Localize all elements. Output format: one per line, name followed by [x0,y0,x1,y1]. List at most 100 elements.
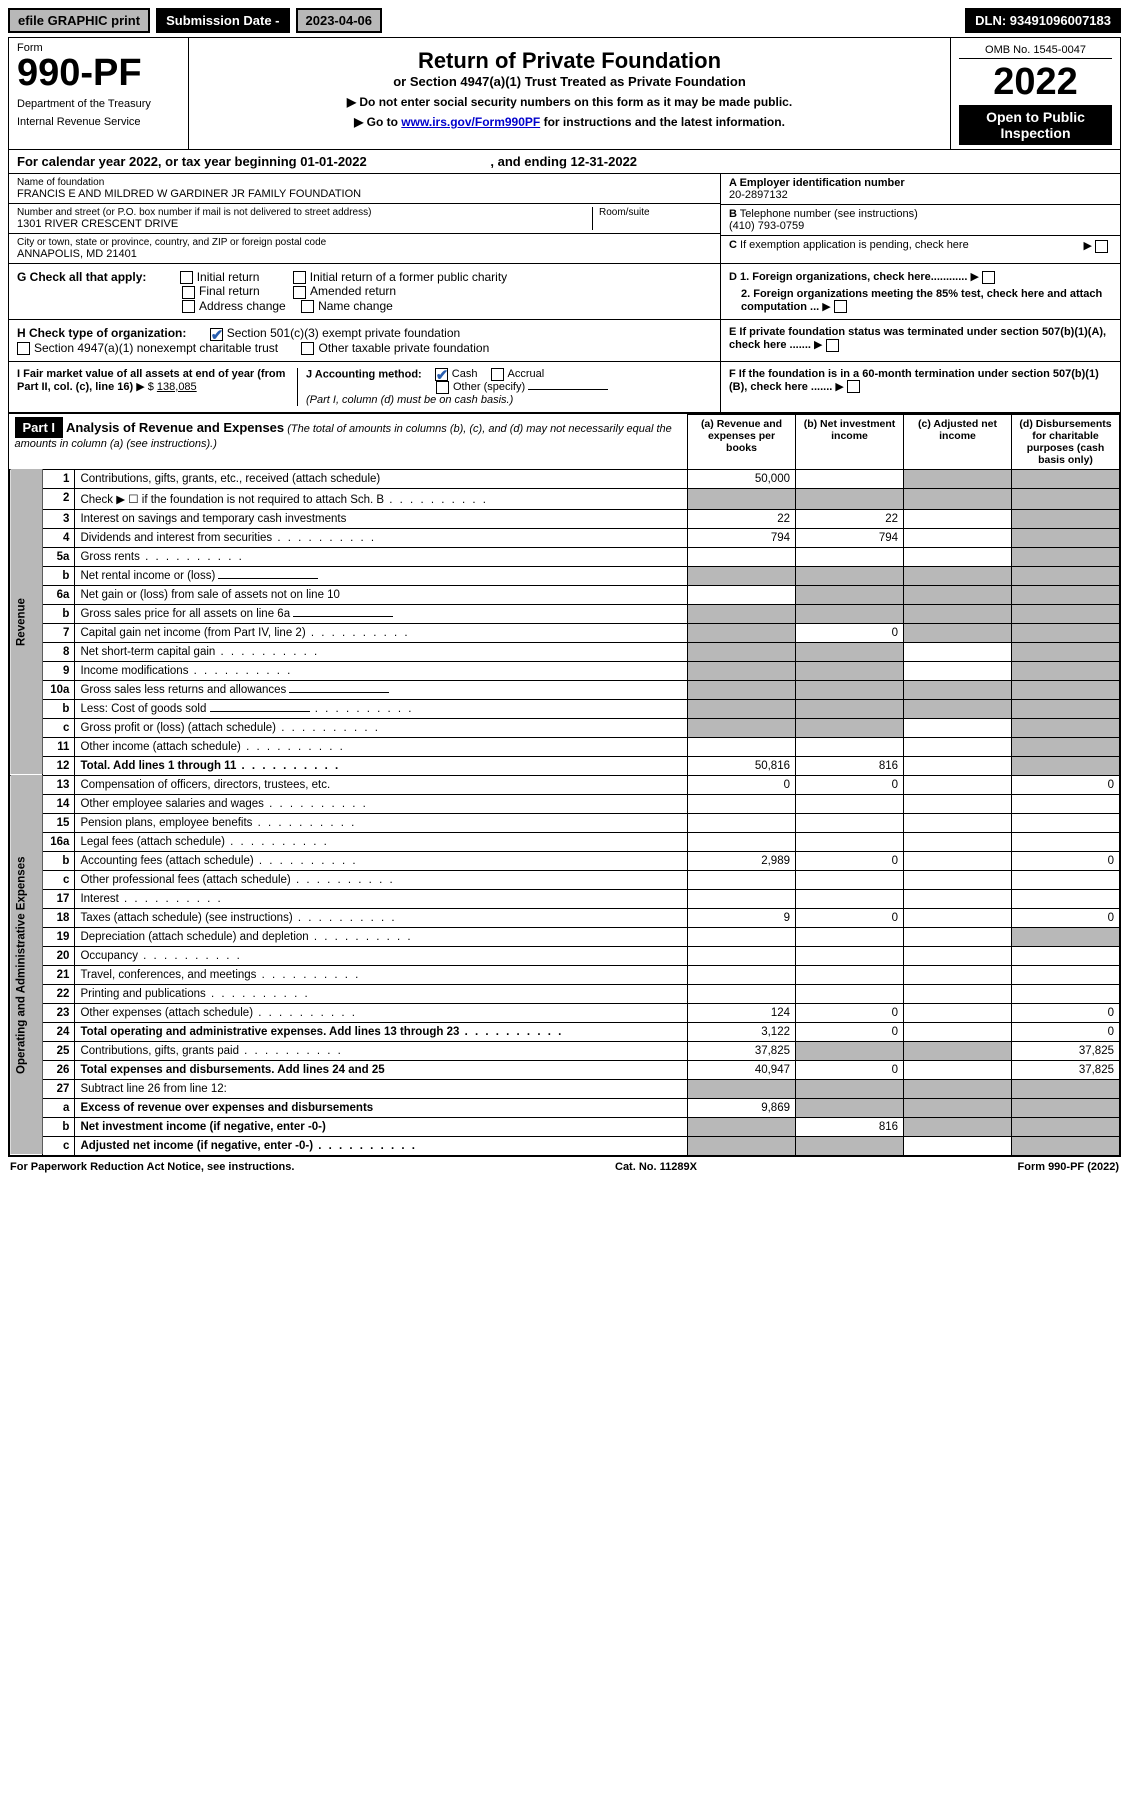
j-other-chk[interactable] [436,381,449,394]
phone-b: B [729,208,737,220]
g-address-chk[interactable] [182,300,195,313]
j-cash-chk[interactable] [435,368,448,381]
cell-value [904,661,1012,680]
table-row: 2Check ▶ ☐ if the foundation is not requ… [10,488,1120,509]
cell-value [1012,946,1120,965]
table-row: bLess: Cost of goods sold [10,699,1120,718]
h-e-row: H Check type of organization: Section 50… [9,320,1120,362]
line-description: Dividends and interest from securities [75,528,688,547]
j-accrual: Accrual [508,368,545,380]
expenses-side-label: Operating and Administrative Expenses [10,775,43,1155]
h-other-chk[interactable] [301,342,314,355]
cell-value [796,718,904,737]
cell-value [688,946,796,965]
dept-treasury: Department of the Treasury [17,98,180,110]
line-number: c [43,1136,75,1155]
cell-value [904,965,1012,984]
e-section: E If private foundation status was termi… [720,320,1120,361]
table-row: bGross sales price for all assets on lin… [10,604,1120,623]
cell-value [904,585,1012,604]
cell-value [796,585,904,604]
i-j-section: I Fair market value of all assets at end… [9,362,720,412]
header-right: OMB No. 1545-0047 2022 Open to Public In… [950,38,1120,149]
line-number: 7 [43,623,75,642]
d1-text: D 1. Foreign organizations, check here..… [729,271,967,283]
table-row: 11Other income (attach schedule) [10,737,1120,756]
g-name-chk[interactable] [301,300,314,313]
table-row: cGross profit or (loss) (attach schedule… [10,718,1120,737]
top-bar: efile GRAPHIC print Submission Date - 20… [8,8,1121,33]
g-initial-former-chk[interactable] [293,271,306,284]
line-number: 20 [43,946,75,965]
cell-value [904,1079,1012,1098]
g-label: G Check all that apply: [17,270,146,284]
g-address: Address change [199,299,286,313]
cell-value [688,488,796,509]
ein-row: A Employer identification number 20-2897… [721,174,1120,205]
cell-value [904,509,1012,528]
line-description: Compensation of officers, directors, tru… [75,775,688,794]
form-number: 990-PF [17,54,180,92]
table-row: aExcess of revenue over expenses and dis… [10,1098,1120,1117]
city-label: City or town, state or province, country… [17,237,712,248]
f-checkbox[interactable] [847,380,860,393]
i-j-f-row: I Fair market value of all assets at end… [9,362,1120,414]
h-501c3-chk[interactable] [210,328,223,341]
table-row: 8Net short-term capital gain [10,642,1120,661]
cell-value [1012,566,1120,585]
d1-checkbox[interactable] [982,271,995,284]
cell-value [688,661,796,680]
cell-value [904,1041,1012,1060]
cell-value [796,927,904,946]
cell-value [1012,984,1120,1003]
cell-value [904,889,1012,908]
table-row: 17Interest [10,889,1120,908]
calendar-year-row: For calendar year 2022, or tax year begi… [9,150,1120,174]
g-initial-return-chk[interactable] [180,271,193,284]
cell-value [904,1060,1012,1079]
instr-goto: ▶ Go to www.irs.gov/Form990PF for instru… [197,115,942,129]
open-to-public: Open to Public Inspection [959,105,1112,145]
j-accrual-chk[interactable] [491,368,504,381]
name-row: Name of foundation FRANCIS E AND MILDRED… [9,174,720,204]
c-checkbox[interactable] [1095,240,1108,253]
line-description: Legal fees (attach schedule) [75,832,688,851]
cell-value [796,946,904,965]
cell-value [1012,680,1120,699]
cell-value [904,946,1012,965]
cell-value [1012,642,1120,661]
cell-value [904,1098,1012,1117]
cell-value [904,832,1012,851]
cell-value [688,965,796,984]
cell-value [796,832,904,851]
header-mid: Return of Private Foundation or Section … [189,38,950,149]
table-row: 6aNet gain or (loss) from sale of assets… [10,585,1120,604]
h-4947-chk[interactable] [17,342,30,355]
d2-checkbox[interactable] [834,300,847,313]
cell-value: 37,825 [688,1041,796,1060]
table-row: 3Interest on savings and temporary cash … [10,509,1120,528]
i-section: I Fair market value of all assets at end… [17,368,297,406]
cell-value [904,469,1012,488]
line-description: Interest [75,889,688,908]
e-checkbox[interactable] [826,339,839,352]
cell-value [796,870,904,889]
cell-value [796,1041,904,1060]
cell-value: 3,122 [688,1022,796,1041]
part1-table: Part I Analysis of Revenue and Expenses … [9,414,1120,1156]
table-row: 20Occupancy [10,946,1120,965]
irs-link[interactable]: www.irs.gov/Form990PF [401,115,540,129]
cell-value [796,566,904,585]
c-label: C [729,239,737,251]
cell-value: 124 [688,1003,796,1022]
cell-value: 816 [796,1117,904,1136]
cell-value [904,718,1012,737]
header-left: Form 990-PF Department of the Treasury I… [9,38,189,149]
line-number: 26 [43,1060,75,1079]
g-amended-chk[interactable] [293,286,306,299]
cell-value [688,927,796,946]
g-final-return-chk[interactable] [182,286,195,299]
cell-value [796,488,904,509]
cell-value [796,680,904,699]
e-text: E If private foundation status was termi… [729,326,1106,351]
